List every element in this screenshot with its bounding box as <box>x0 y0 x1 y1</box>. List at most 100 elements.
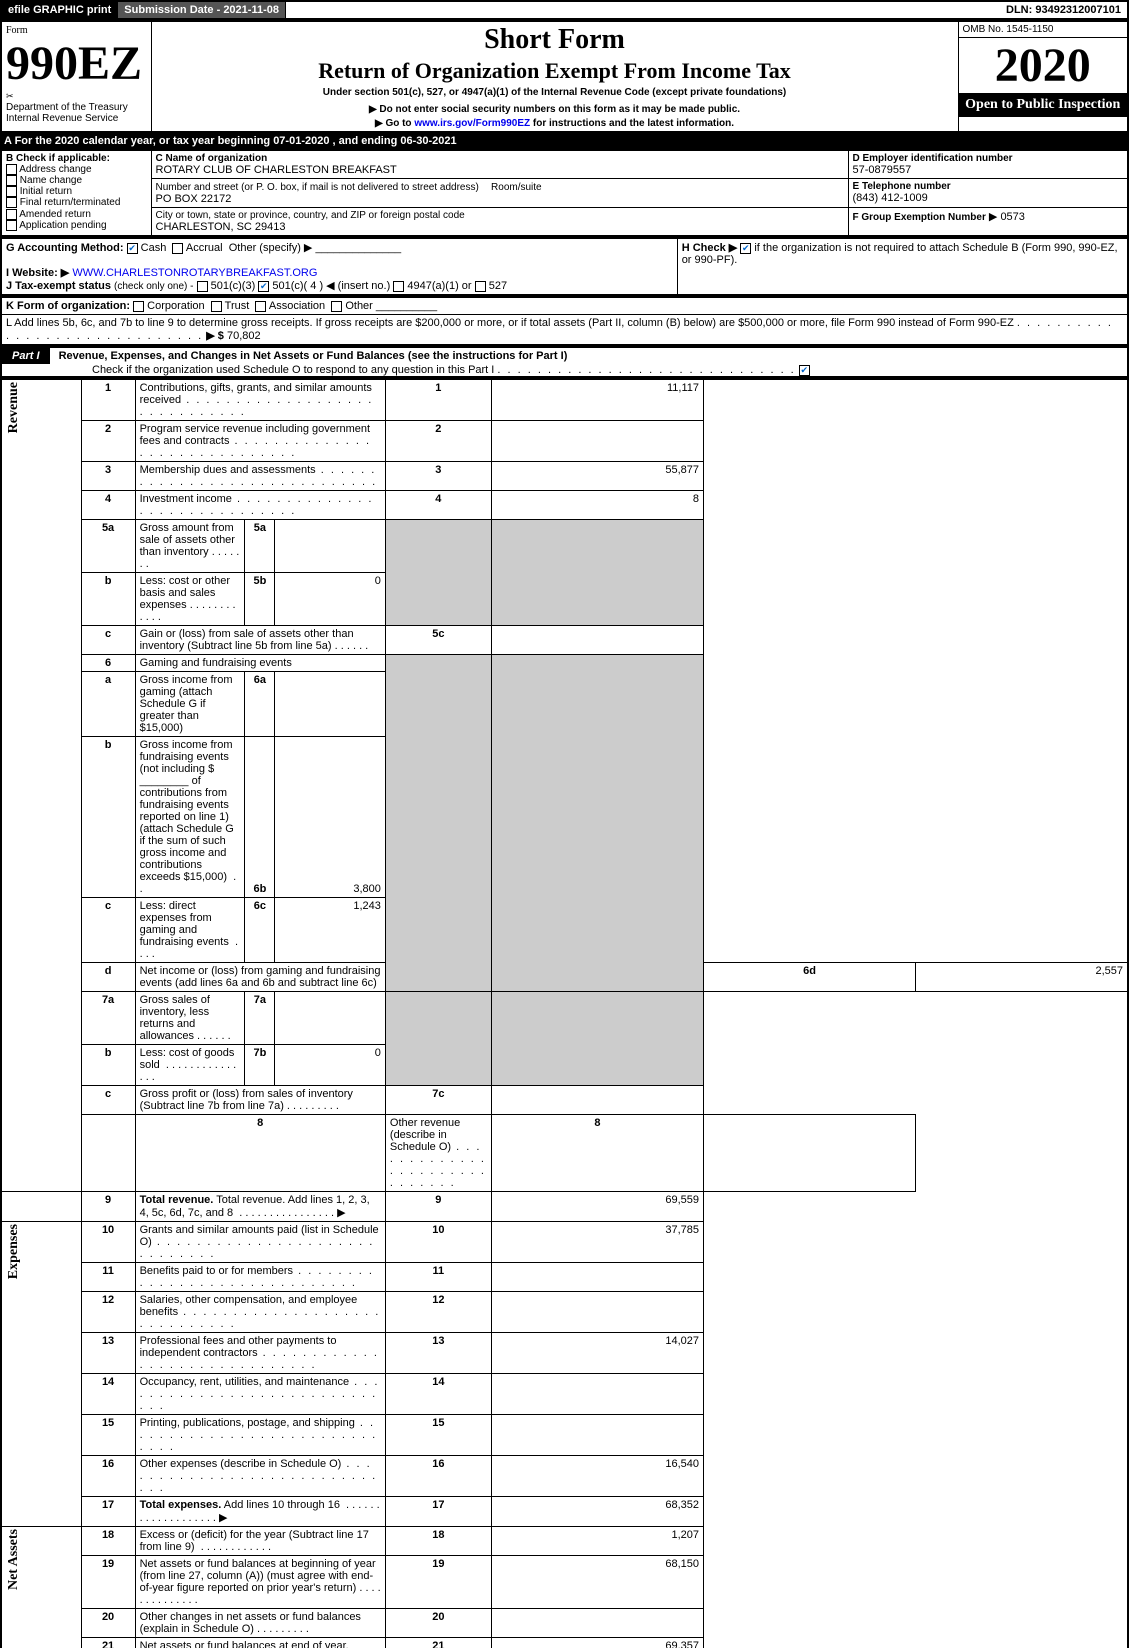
tax-year: 2020 <box>959 38 1128 93</box>
form-header-table: Form 990EZ ✂ Department of the Treasury … <box>0 20 1129 133</box>
line-16-amt: 16,540 <box>491 1456 703 1497</box>
schedule-b-check[interactable] <box>740 243 751 254</box>
addr-change-check[interactable]: Address change <box>6 164 147 175</box>
org-info-table: B Check if applicable: Address change Na… <box>0 149 1129 237</box>
line-3-amt: 55,877 <box>491 462 703 491</box>
amended-return-check[interactable]: Amended return <box>6 209 147 220</box>
line-1-amt: 11,117 <box>491 379 703 421</box>
line-10: Grants and similar amounts paid (list in… <box>135 1222 385 1263</box>
line-18-amt: 1,207 <box>491 1527 703 1556</box>
line-17-amt: 68,352 <box>491 1497 703 1527</box>
line-13: Professional fees and other payments to … <box>135 1333 385 1374</box>
org-name: ROTARY CLUB OF CHARLESTON BREAKFAST <box>156 164 844 176</box>
dept-treasury: Department of the Treasury <box>6 102 147 113</box>
group-exemption: 0573 <box>1000 211 1024 223</box>
line-5b: Less: cost or other basis and sales expe… <box>135 573 385 626</box>
section-k-l: K Form of organization: Corporation Trus… <box>0 296 1129 346</box>
top-bar: efile GRAPHIC print Submission Date - 20… <box>0 0 1129 20</box>
section-c-label: C Name of organization <box>156 153 844 164</box>
4947-check[interactable] <box>393 281 404 292</box>
line-2: Program service revenue including govern… <box>135 421 385 462</box>
line-1: Contributions, gifts, grants, and simila… <box>135 379 385 421</box>
website-link[interactable]: WWW.CHARLESTONROTARYBREAKFAST.ORG <box>72 267 317 279</box>
section-h-label: H Check ▶ <box>682 242 738 254</box>
corp-check[interactable] <box>133 301 144 312</box>
section-g-label: G Accounting Method: <box>6 242 124 254</box>
line-14: Occupancy, rent, utilities, and maintena… <box>135 1374 385 1415</box>
initial-return-check[interactable]: Initial return <box>6 186 147 197</box>
line-13-amt: 14,027 <box>491 1333 703 1374</box>
city-value: CHARLESTON, SC 29413 <box>156 221 844 233</box>
501c3-check[interactable] <box>197 281 208 292</box>
form-number: Form 990EZ <box>6 24 147 91</box>
line-18: Excess or (deficit) for the year (Subtra… <box>135 1527 385 1556</box>
phone-value: (843) 412-1009 <box>853 192 1124 204</box>
efile-print-button[interactable]: efile GRAPHIC print <box>2 2 118 18</box>
line-6: Gaming and fundraising events <box>135 655 385 672</box>
line-5a: Gross amount from sale of assets other t… <box>135 520 385 573</box>
line-4: Investment income <box>135 491 385 520</box>
assoc-check[interactable] <box>255 301 266 312</box>
open-to-public: Open to Public Inspection <box>959 93 1128 117</box>
part1-heading: Revenue, Expenses, and Changes in Net As… <box>53 350 568 362</box>
line-6d-amt: 2,557 <box>916 963 1128 992</box>
dln-label: DLN: 93492312007101 <box>1000 2 1127 18</box>
street-value: PO BOX 22172 <box>156 193 232 205</box>
501c-check[interactable] <box>258 281 269 292</box>
line-15: Printing, publications, postage, and shi… <box>135 1415 385 1456</box>
goto-note: ▶ Go to www.irs.gov/Form990EZ for instru… <box>156 118 954 129</box>
line-9-amt: 69,559 <box>491 1192 703 1222</box>
final-return-check[interactable]: Final return/terminated <box>6 197 147 208</box>
revenue-table: Revenue 1Contributions, gifts, grants, a… <box>0 378 1129 1648</box>
line-6c: Less: direct expenses from gaming and fu… <box>135 898 385 963</box>
part1-check-line: Check if the organization used Schedule … <box>2 364 494 376</box>
part1-header: Part I Revenue, Expenses, and Changes in… <box>0 346 1129 378</box>
section-b-label: B Check if applicable: <box>6 153 147 164</box>
irs-link[interactable]: www.irs.gov/Form990EZ <box>414 118 530 129</box>
short-form-title: Short Form <box>156 24 954 56</box>
line-11: Benefits paid to or for members <box>135 1263 385 1292</box>
app-pending-check[interactable]: Application pending <box>6 220 147 231</box>
line-19-amt: 68,150 <box>491 1556 703 1609</box>
schedule-o-check[interactable] <box>799 365 810 376</box>
submission-date: Submission Date - 2021-11-08 <box>118 2 286 18</box>
line-7a: Gross sales of inventory, less returns a… <box>135 992 385 1045</box>
line-6a: Gross income from gaming (attach Schedul… <box>135 672 385 737</box>
line-6d: Net income or (loss) from gaming and fun… <box>135 963 385 992</box>
other-check[interactable] <box>331 301 342 312</box>
section-l-text: L Add lines 5b, 6c, and 7b to line 9 to … <box>6 317 1014 329</box>
line-17: Total expenses. Add lines 10 through 16 … <box>135 1497 385 1527</box>
cash-check[interactable] <box>127 243 138 254</box>
ssn-note: ▶ Do not enter social security numbers o… <box>156 104 954 115</box>
section-d-label: D Employer identification number <box>853 153 1124 164</box>
city-label: City or town, state or province, country… <box>156 210 844 221</box>
section-a-bar: A For the 2020 calendar year, or tax yea… <box>0 133 1129 149</box>
section-k-label: K Form of organization: <box>6 300 130 312</box>
accounting-table: G Accounting Method: Cash Accrual Other … <box>0 237 1129 296</box>
section-j-label: J Tax-exempt status <box>6 280 111 292</box>
ein-value: 57-0879557 <box>853 164 1124 176</box>
gross-receipts: 70,802 <box>227 330 261 342</box>
name-change-check[interactable]: Name change <box>6 175 147 186</box>
subtitle: Under section 501(c), 527, or 4947(a)(1)… <box>156 87 954 98</box>
accrual-check[interactable] <box>172 243 183 254</box>
line-6b: Gross income from fundraising events (no… <box>135 737 385 898</box>
section-f-label: F Group Exemption Number <box>853 212 986 223</box>
part1-label: Part I <box>2 348 50 364</box>
omb-number: OMB No. 1545-1150 <box>959 22 1128 38</box>
line-7c: Gross profit or (loss) from sales of inv… <box>135 1086 385 1115</box>
trust-check[interactable] <box>211 301 222 312</box>
line-16: Other expenses (describe in Schedule O) <box>135 1456 385 1497</box>
netassets-vlabel: Net Assets <box>6 1529 22 1590</box>
line-9: Total revenue. Total revenue. Add lines … <box>135 1192 385 1222</box>
line-7b: Less: cost of goods sold . . . . . . . .… <box>135 1045 385 1086</box>
section-i-label: I Website: ▶ <box>6 267 69 279</box>
street-label: Number and street (or P. O. box, if mail… <box>156 182 479 193</box>
527-check[interactable] <box>475 281 486 292</box>
line-5c: Gain or (loss) from sale of assets other… <box>135 626 385 655</box>
line-12: Salaries, other compensation, and employ… <box>135 1292 385 1333</box>
main-title: Return of Organization Exempt From Incom… <box>156 58 954 84</box>
revenue-vlabel: Revenue <box>6 382 22 433</box>
line-19: Net assets or fund balances at beginning… <box>135 1556 385 1609</box>
line-20: Other changes in net assets or fund bala… <box>135 1609 385 1638</box>
